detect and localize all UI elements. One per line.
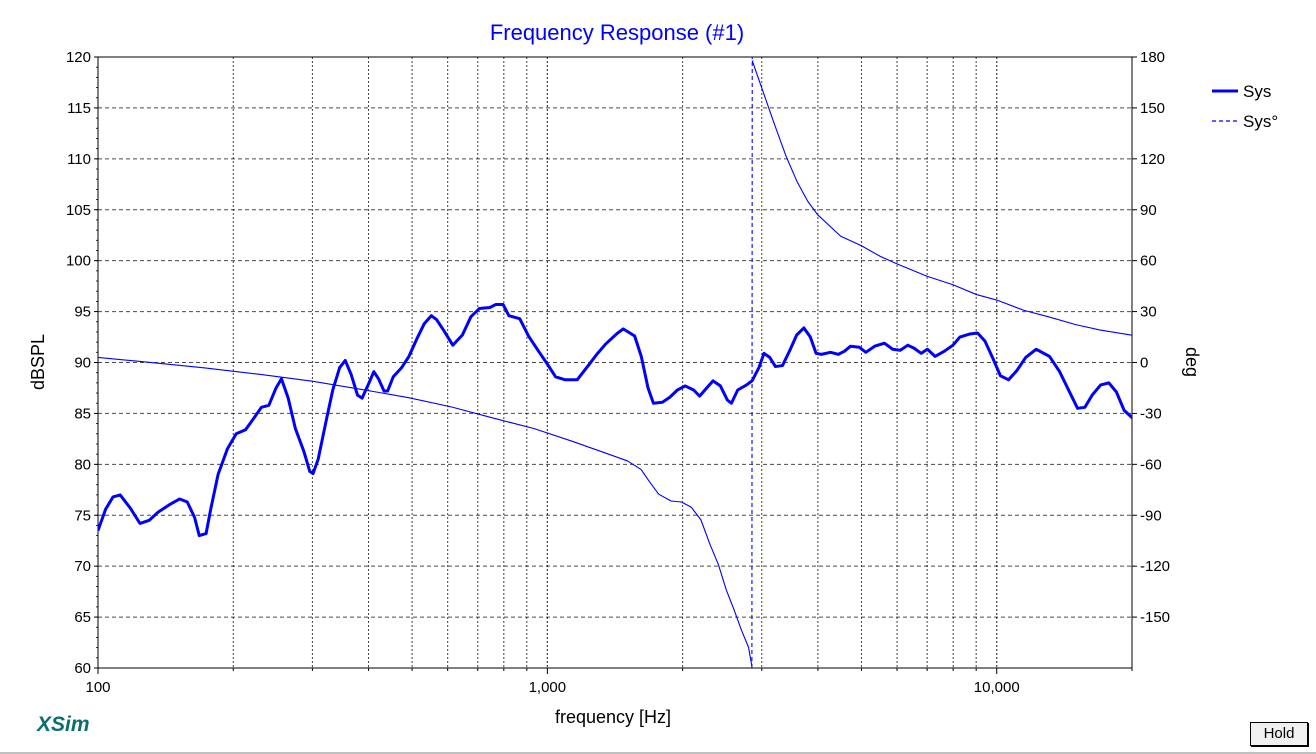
y-tick-label: 90 (74, 355, 91, 372)
y-tick-label: 120 (66, 49, 91, 66)
y2-tick-label: 60 (1140, 253, 1157, 270)
legend-label-sys-phase: Sys° (1243, 112, 1278, 131)
y-tick-label: 115 (67, 100, 91, 117)
series-line-sys-phase (98, 356, 753, 667)
y2-tick-label: -60 (1140, 456, 1162, 473)
window-bottom-border (0, 752, 1316, 754)
y-tick-label: 100 (66, 253, 91, 270)
y2-tick-label: 0 (1140, 355, 1148, 372)
grid-layer (98, 57, 1132, 668)
chart-title: Frequency Response (#1) (490, 20, 744, 45)
y2-tick-label: 150 (1140, 100, 1165, 117)
y2-axis-label: deg (1182, 347, 1202, 377)
y-tick-label: 95 (74, 304, 91, 321)
y-axis-label: dBSPL (28, 334, 48, 390)
hold-button[interactable]: Hold (1250, 722, 1308, 746)
series-line-sys-phase (751, 60, 1132, 336)
x-tick-label: 1,000 (529, 679, 567, 696)
y-tick-label: 85 (74, 405, 91, 422)
y-tick-label: 60 (74, 660, 91, 677)
y-tick-label: 65 (74, 609, 91, 626)
y2-tick-label: 30 (1140, 304, 1157, 321)
series-line-sys (98, 302, 1132, 538)
y-tick-label: 75 (74, 507, 91, 524)
y2-tick-label: -90 (1140, 507, 1162, 524)
y-tick-label: 80 (74, 456, 91, 473)
y-tick-label: 110 (67, 151, 91, 168)
series-layer (98, 56, 1132, 669)
y2-tick-label: 180 (1140, 49, 1165, 66)
brand-logo: XSim (36, 713, 90, 736)
y2-tick-label: -30 (1140, 405, 1162, 422)
y-tick-label: 105 (66, 202, 91, 219)
y2-tick-label: -150 (1140, 609, 1170, 626)
y2-tick-label: -120 (1140, 558, 1170, 575)
x-tick-label: 10,000 (974, 679, 1020, 696)
ticks-layer: 60 65 70 75 80 85 90 95 100 105 110 115 120 -150 -120 -… (66, 49, 1170, 696)
legend: Sys Sys° (1212, 82, 1278, 131)
x-axis-label: frequency [Hz] (555, 707, 671, 727)
y2-tick-label: 90 (1140, 202, 1157, 219)
y-tick-label: 70 (74, 558, 91, 575)
y2-tick-label: 120 (1140, 151, 1165, 168)
x-tick-label: 100 (85, 679, 110, 696)
legend-label-sys: Sys (1243, 82, 1271, 101)
